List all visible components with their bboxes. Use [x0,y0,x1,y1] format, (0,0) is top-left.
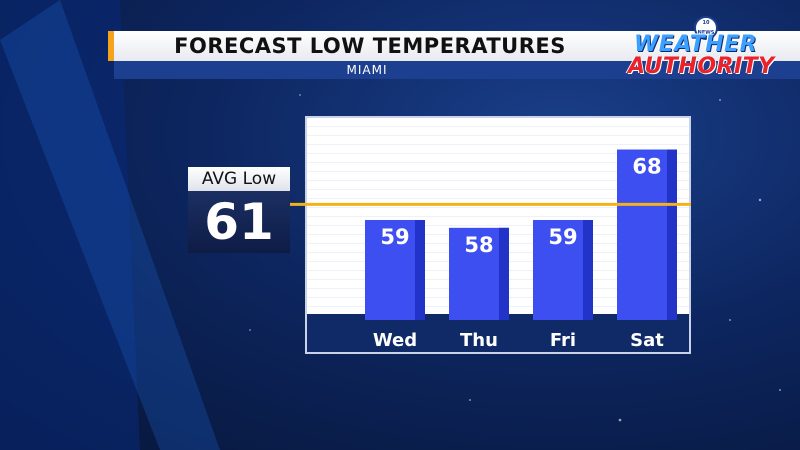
page-title: FORECAST LOW TEMPERATURES [174,34,566,58]
chart-frame: 59 Wed 58 Thu 59 Fri 68 Sat [305,116,691,354]
bar-value-label: 59 [548,225,577,249]
left-panel-shade [0,0,140,450]
diagonal-stripe [0,0,220,450]
avg-low-value-box: 61 [188,191,290,253]
weather-authority-logo: 10 NEWS WEATHER AUTHORITY [624,16,784,79]
bar-shade-wed [415,220,425,320]
avg-low-label: AVG Low [201,169,277,189]
station-badge: 10 NEWS [694,16,718,40]
avg-low-label-box: AVG Low [188,167,290,191]
avg-low-value: 61 [204,193,274,251]
bar-value-label: 58 [464,233,493,257]
bar-shade-sat [667,149,677,320]
bar-value-label: 59 [380,225,409,249]
title-band: FORECAST LOW TEMPERATURES [108,31,800,61]
bar-shade-fri [583,220,593,320]
logo-text-weather: WEATHER [634,32,758,57]
day-label: Sat [630,330,664,351]
subtitle-band: MIAMI [114,61,800,79]
bar-shade-thu [499,227,509,320]
bar-group-thu: 58 Thu [449,227,509,351]
bar-value-label: 68 [632,155,661,179]
bar-chart: 59 Wed 58 Thu 59 Fri 68 Sat [307,149,689,352]
bar-group-fri: 59 Fri [533,220,593,351]
day-label: Thu [460,330,498,351]
day-label: Fri [550,330,576,351]
logo-text-authority: AUTHORITY [628,54,775,79]
bar-group-sat: 68 Sat [617,149,677,351]
day-label: Wed [373,330,417,351]
location-subtitle: MIAMI [346,63,388,77]
bar-group-wed: 59 Wed [365,220,425,351]
chart-floor [307,314,689,352]
